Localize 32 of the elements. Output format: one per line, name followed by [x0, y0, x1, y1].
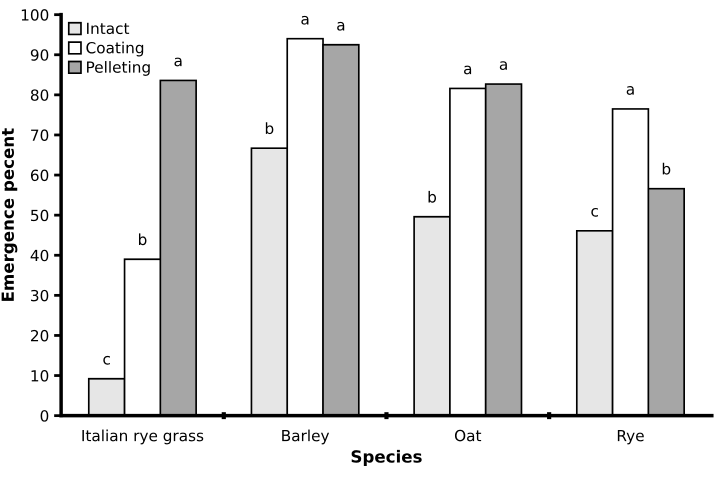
x-tick-label: Barley [282, 430, 330, 444]
legend-label: Coating [86, 42, 144, 56]
data-label: a [174, 58, 182, 66]
x-tick-label: Italian rye grass [82, 430, 204, 444]
x-tick-label: Oat [454, 430, 482, 442]
y-tick-label: 20 [30, 330, 48, 342]
data-label: c [591, 208, 598, 217]
data-label: a [500, 61, 507, 70]
data-label: b [138, 233, 146, 246]
y-tick-label: 90 [30, 49, 48, 61]
y-tick-label: 60 [30, 170, 48, 182]
legend-label: Intact [87, 22, 130, 34]
data-label: c [103, 356, 110, 365]
data-label: b [266, 122, 274, 134]
x-axis-title: Species [352, 450, 422, 466]
y-tick-label: 30 [31, 290, 48, 302]
y-tick-label: 70 [31, 129, 48, 141]
data-label: b [428, 190, 436, 203]
data-label: a [464, 66, 472, 74]
legend-label: Pelleting [87, 61, 150, 76]
y-tick-label: 80 [30, 89, 48, 101]
y-tick-label: 10 [32, 370, 48, 382]
y-tick-label: 0 [40, 410, 48, 422]
x-tick-label: Rye [618, 430, 644, 444]
y-tick-label: 40 [30, 250, 48, 262]
data-label: a [626, 86, 634, 95]
y-tick-label: 50 [31, 210, 48, 222]
data-label: a [301, 16, 308, 25]
data-label: a [337, 22, 344, 31]
data-label: b [662, 162, 670, 175]
y-axis-title: Emergence pecent [2, 128, 18, 301]
y-tick-label: 100 [22, 9, 48, 21]
